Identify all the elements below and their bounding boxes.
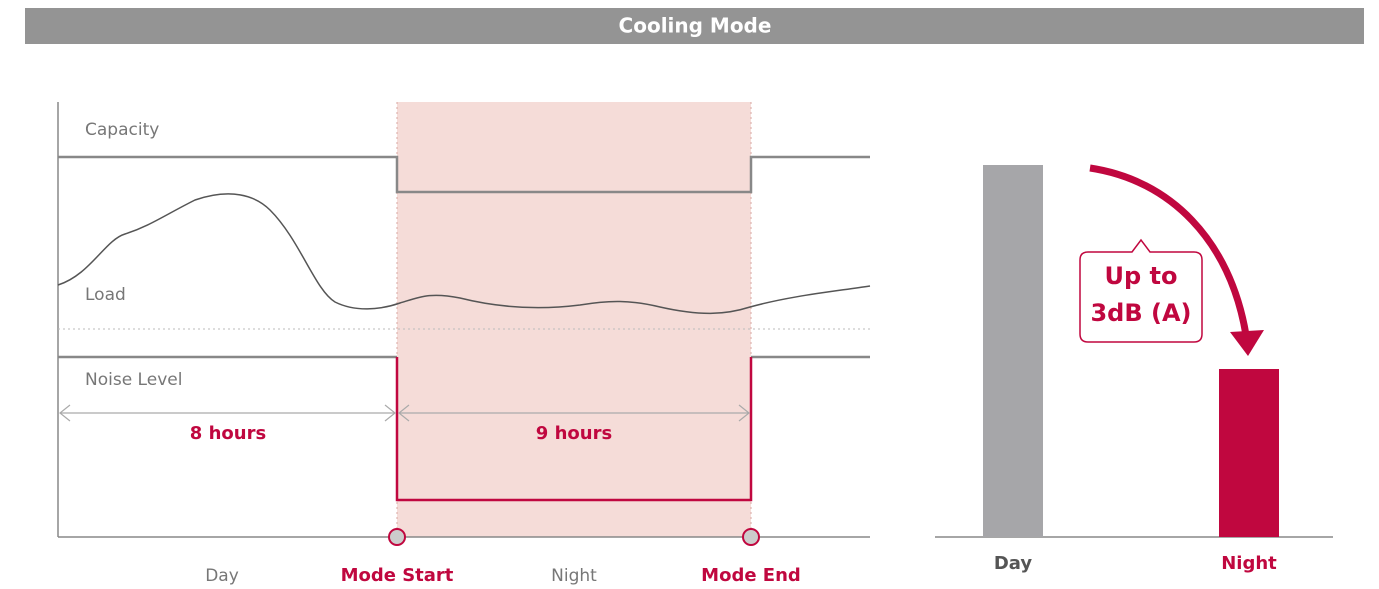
night-bar <box>1219 369 1279 537</box>
load-label: Load <box>85 285 126 305</box>
category-label: Night <box>1221 553 1277 574</box>
category-label: Day <box>994 553 1033 574</box>
drop-arrowhead <box>1230 330 1264 356</box>
mode-end-dot <box>742 528 760 546</box>
axis-label: Mode Start <box>341 565 454 586</box>
load-curve <box>57 193 871 315</box>
callout <box>1079 238 1203 343</box>
callout-text: 3dB (A) <box>1090 299 1191 327</box>
night-region <box>397 102 751 537</box>
drop-arrow <box>1089 164 1250 336</box>
axis-label: Night <box>551 566 597 586</box>
header-title: Cooling Mode <box>619 14 772 38</box>
night-duration: 9 hours <box>536 423 612 444</box>
day-bar <box>983 165 1043 537</box>
mode-start-dot <box>388 528 406 546</box>
header-bar <box>25 8 1364 44</box>
callout-text: Up to <box>1105 262 1178 290</box>
noise-label: Noise Level <box>85 370 182 390</box>
day-duration: 8 hours <box>190 423 266 444</box>
capacity-line <box>58 155 870 194</box>
axis-label: Day <box>205 566 239 586</box>
duration-arrows <box>59 404 750 422</box>
capacity-label: Capacity <box>85 120 159 140</box>
axis-label: Mode End <box>701 565 801 586</box>
noise-line-night <box>395 357 753 502</box>
